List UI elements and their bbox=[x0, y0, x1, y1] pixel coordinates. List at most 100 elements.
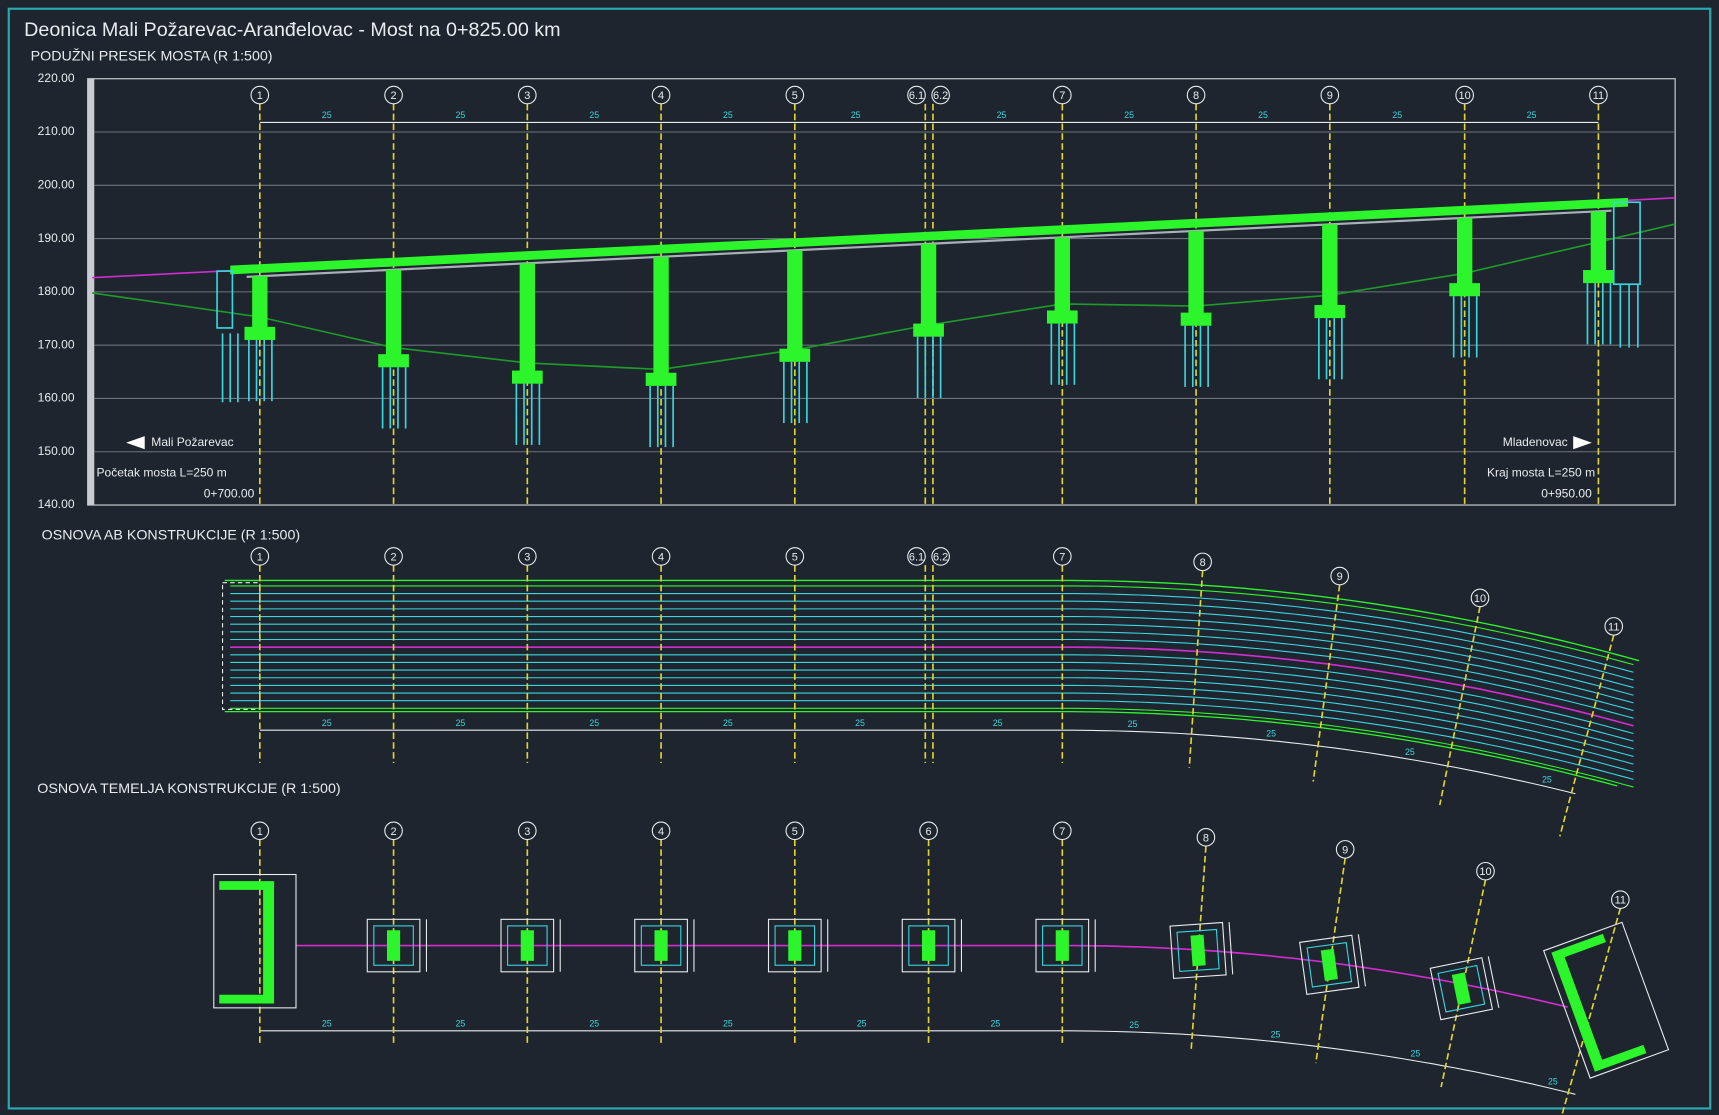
pile-cap bbox=[378, 354, 409, 367]
level-label: 190.00 bbox=[38, 231, 75, 245]
pier-label: 9 bbox=[1342, 844, 1348, 856]
span-label: 25 bbox=[993, 718, 1003, 728]
pier-label: 6 bbox=[926, 826, 932, 838]
pier-label: 6.2 bbox=[933, 551, 948, 563]
pier-label: 7 bbox=[1059, 826, 1065, 838]
span-label: 25 bbox=[589, 1019, 599, 1029]
span-label: 25 bbox=[1405, 747, 1415, 757]
span-label: 25 bbox=[1410, 1049, 1420, 1059]
pile-cap bbox=[244, 327, 275, 340]
column-section bbox=[788, 930, 801, 961]
span-label: 25 bbox=[322, 1019, 332, 1029]
span-label: 25 bbox=[1548, 1077, 1558, 1087]
pier-label: 5 bbox=[792, 826, 798, 838]
span-label: 25 bbox=[1392, 110, 1402, 120]
pier-label: 10 bbox=[1474, 593, 1486, 605]
bridge-start: Početak mosta L=250 m bbox=[96, 466, 226, 480]
pier-column bbox=[1322, 224, 1337, 311]
span-label: 25 bbox=[723, 1019, 733, 1029]
page: Deonica Mali Požarevac-Aranđelovac - Mos… bbox=[0, 0, 1719, 1115]
pier-column bbox=[1188, 231, 1203, 319]
section-title: PODUŽNI PRESEK MOSTA (R 1:500) bbox=[31, 48, 273, 65]
span-label: 25 bbox=[855, 718, 865, 728]
pier-label: 4 bbox=[658, 90, 664, 102]
pier-label: 1 bbox=[257, 90, 263, 102]
pier-label: 4 bbox=[658, 826, 664, 838]
pile-cap bbox=[512, 371, 543, 384]
span-label: 25 bbox=[1542, 775, 1552, 785]
pier-label: 2 bbox=[391, 90, 397, 102]
pier-column bbox=[653, 257, 668, 380]
pile-cap bbox=[1449, 283, 1480, 296]
column-section bbox=[1056, 930, 1069, 961]
span-label: 25 bbox=[589, 110, 599, 120]
span-label: 25 bbox=[322, 718, 332, 728]
station: 0+950.00 bbox=[1541, 486, 1592, 500]
pier-label: 8 bbox=[1203, 832, 1209, 844]
span-label: 25 bbox=[991, 1019, 1001, 1029]
span-label: 25 bbox=[322, 110, 332, 120]
level-label: 170.00 bbox=[38, 337, 75, 351]
pier-label: 7 bbox=[1059, 90, 1065, 102]
column-section bbox=[387, 930, 400, 961]
pier-label: 2 bbox=[391, 551, 397, 563]
span-label: 25 bbox=[589, 718, 599, 728]
pier-column bbox=[252, 276, 267, 333]
pier-label: 6.2 bbox=[933, 90, 948, 102]
pile-cap bbox=[1181, 313, 1212, 326]
span-label: 25 bbox=[1258, 110, 1268, 120]
pile-cap bbox=[1314, 305, 1345, 318]
pier-label: 2 bbox=[391, 826, 397, 838]
pile-cap bbox=[1047, 310, 1078, 323]
pier-label: 9 bbox=[1337, 571, 1343, 583]
level-label: 220.00 bbox=[38, 71, 75, 85]
span-label: 25 bbox=[1129, 1020, 1139, 1030]
pier-column bbox=[386, 270, 401, 361]
span-label: 25 bbox=[851, 110, 861, 120]
column-section bbox=[922, 930, 935, 961]
pile-cap bbox=[913, 324, 944, 337]
pier-column bbox=[1055, 237, 1070, 317]
pier-label: 1 bbox=[257, 826, 263, 838]
pier-label: 10 bbox=[1459, 90, 1471, 102]
column-section bbox=[654, 930, 667, 961]
pier-label: 10 bbox=[1479, 866, 1491, 878]
span-label: 25 bbox=[456, 1019, 466, 1029]
span-label: 25 bbox=[857, 1019, 867, 1029]
station: 0+700.00 bbox=[204, 486, 255, 500]
level-label: 180.00 bbox=[38, 284, 75, 298]
column-section bbox=[521, 930, 534, 961]
scale-bar bbox=[88, 79, 95, 505]
pier-column bbox=[1591, 211, 1606, 276]
pier-label: 11 bbox=[1593, 90, 1604, 102]
pier-label: 7 bbox=[1059, 551, 1065, 563]
level-label: 200.00 bbox=[38, 177, 75, 191]
pier-column bbox=[520, 263, 535, 377]
pile-cap bbox=[1583, 270, 1614, 283]
pier-label: 8 bbox=[1193, 90, 1199, 102]
span-label: 25 bbox=[997, 110, 1007, 120]
pier-label: 4 bbox=[658, 551, 664, 563]
span-label: 25 bbox=[1124, 110, 1134, 120]
pier-label: 5 bbox=[792, 551, 798, 563]
level-label: 210.00 bbox=[38, 124, 75, 138]
pier-label: 5 bbox=[792, 90, 798, 102]
level-label: 160.00 bbox=[38, 391, 75, 405]
pier-label: 3 bbox=[524, 90, 530, 102]
level-label: 150.00 bbox=[38, 444, 75, 458]
pier-label: 8 bbox=[1200, 557, 1206, 569]
pier-column bbox=[921, 244, 936, 330]
span-label: 25 bbox=[723, 718, 733, 728]
section-title: OSNOVA TEMELJA KONSTRUKCIJE (R 1:500) bbox=[37, 781, 340, 797]
span-label: 25 bbox=[1128, 719, 1138, 729]
pier-label: 3 bbox=[524, 551, 530, 563]
level-label: 140.00 bbox=[38, 497, 75, 511]
pier-label: 3 bbox=[524, 826, 530, 838]
pier-column bbox=[787, 250, 802, 355]
span-label: 25 bbox=[456, 718, 466, 728]
title: Deonica Mali Požarevac-Aranđelovac - Mos… bbox=[24, 19, 560, 41]
pier-label: 6.1 bbox=[909, 551, 924, 563]
pier-column bbox=[1457, 218, 1472, 290]
span-label: 25 bbox=[723, 110, 733, 120]
direction-label: Mali Požarevac bbox=[151, 435, 233, 449]
